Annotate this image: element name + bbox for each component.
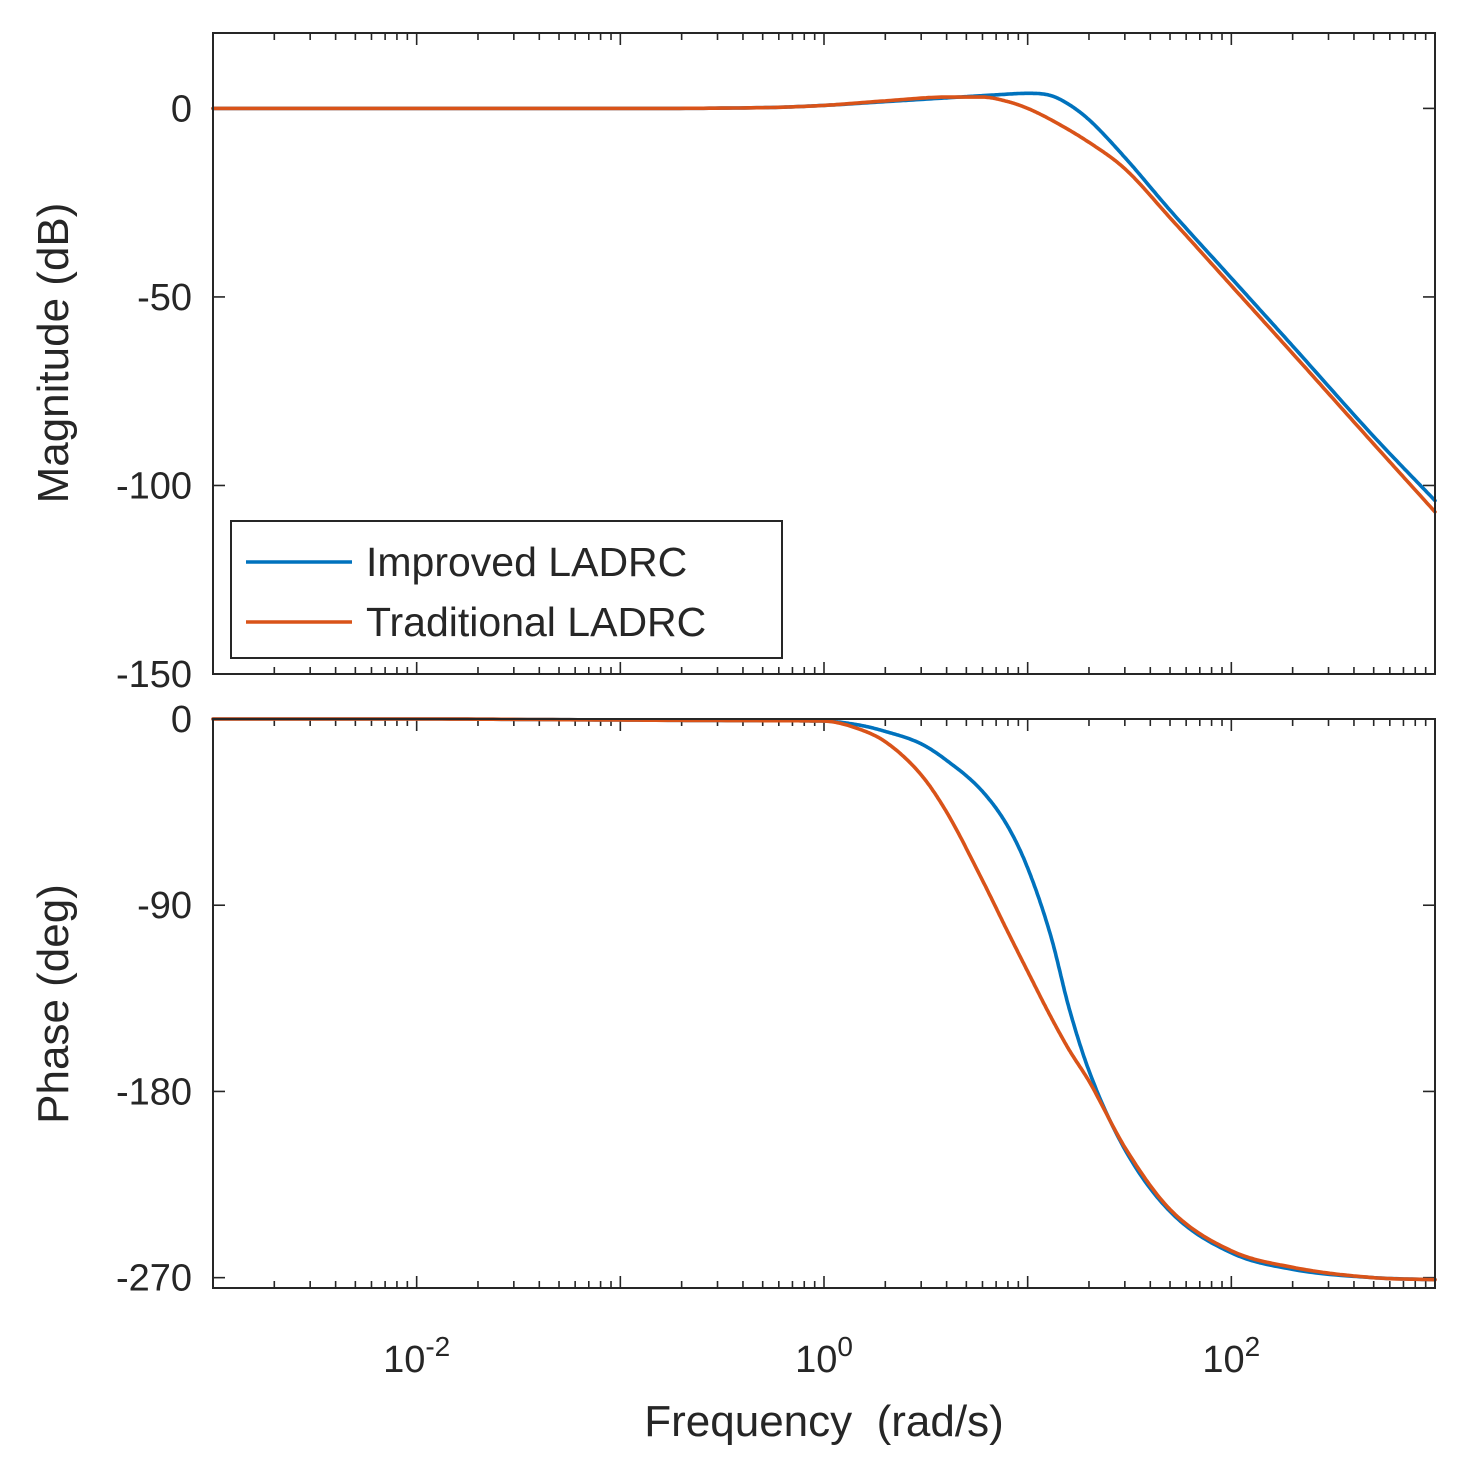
phase-ytick-label: -90 (137, 885, 192, 927)
legend-box (230, 520, 783, 659)
xtick-label: 10-2 (383, 1331, 450, 1381)
phase-y-axis-label: Phase (deg) (29, 884, 78, 1124)
magnitude-ytick-label: -50 (137, 277, 192, 319)
legend-label-improved-ladrc: Improved LADRC (366, 539, 687, 585)
magnitude-line-traditional-ladrc (211, 95, 1437, 514)
phase-ytick-label: 0 (171, 699, 192, 741)
legend-label-traditional-ladrc: Traditional LADRC (366, 599, 706, 645)
legend: Improved LADRC Traditional LADRC (230, 520, 783, 659)
x-axis-label: Frequency (rad/s) (644, 1397, 1003, 1446)
magnitude-y-tick-labels: 0 -50 -100 -150 (116, 88, 192, 696)
phase-axes-frame (212, 718, 1436, 1289)
phase-plot-background (213, 719, 1435, 1288)
magnitude-ytick-label: -150 (116, 654, 192, 696)
magnitude-ytick-label: 0 (171, 88, 192, 130)
phase-ytick-label: -180 (116, 1071, 192, 1113)
magnitude-ytick-label: -100 (116, 465, 192, 507)
phase-panel: 0 -90 -180 -270 Phase (deg) (29, 699, 1437, 1300)
magnitude-panel: 0 -50 -100 -150 Magnitude (dB) Improved LAD… (29, 32, 1437, 696)
phase-y-tick-labels: 0 -90 -180 -270 (116, 699, 192, 1300)
phase-line-traditional-ladrc (211, 717, 1437, 1282)
xtick-label: 102 (1202, 1331, 1260, 1381)
xtick-label: 100 (795, 1331, 853, 1381)
phase-ytick-label: -270 (116, 1258, 192, 1300)
magnitude-series (211, 91, 1437, 514)
x-tick-labels: 10-2 100 102 (383, 1331, 1260, 1381)
magnitude-axes-frame (212, 32, 1436, 675)
phase-series (211, 717, 1437, 1282)
magnitude-y-axis-label: Magnitude (dB) (29, 203, 78, 504)
